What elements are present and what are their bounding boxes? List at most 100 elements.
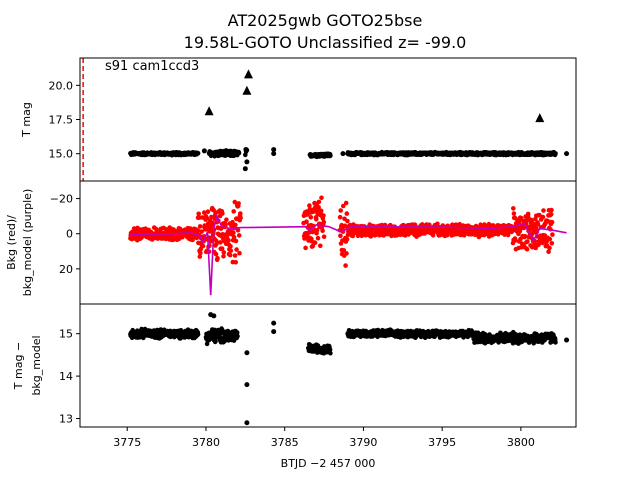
upper-limit-triangle (204, 106, 214, 116)
background-point (548, 212, 554, 217)
background-point (228, 248, 234, 253)
background-point (219, 246, 225, 251)
background-point (215, 255, 220, 261)
background-point (524, 246, 530, 252)
background-point (321, 234, 327, 239)
lightcurve-point (553, 151, 558, 156)
background-point (196, 211, 201, 217)
upper-limit-triangle (535, 113, 545, 123)
background-point (195, 228, 201, 233)
difference-point (195, 332, 201, 337)
lightcurve-point (328, 153, 333, 158)
background-point (153, 226, 159, 232)
upper-limit-triangle (243, 69, 253, 79)
lightcurve-panel: 15.0 17.5 20.0 s91 cam1ccd3 T mag (20, 57, 577, 182)
background-point (233, 260, 238, 265)
background-point (314, 228, 320, 233)
background-point (220, 211, 225, 216)
difference-frame (79, 303, 577, 428)
chart-title-line2: 19.58L-GOTO Unclassified z= -99.0 (184, 33, 467, 52)
background-point (344, 251, 349, 256)
background-ylabel-line1: Bkg (red)/ (5, 215, 18, 270)
background-point (307, 203, 312, 208)
lightcurve-frame (79, 57, 577, 182)
background-point (547, 236, 553, 242)
lightcurve-point (195, 151, 201, 156)
background-point (233, 222, 238, 228)
background-point (238, 211, 243, 216)
sector-annotation: s91 cam1ccd3 (105, 59, 199, 74)
background-point (316, 199, 322, 205)
background-point (343, 263, 348, 268)
y-tick-label: 13 (59, 413, 73, 426)
background-point (338, 208, 344, 213)
background-point (541, 208, 546, 213)
lightcurve-point (242, 166, 248, 172)
background-point (306, 229, 312, 235)
difference-ylabel-line2: bkg_model (30, 335, 43, 395)
background-point (210, 220, 215, 226)
background-point (197, 254, 203, 259)
background-point (226, 237, 231, 243)
background-point (540, 240, 545, 246)
background-point (197, 224, 203, 229)
background-point (236, 233, 242, 238)
y-tick-label: 0 (66, 228, 73, 241)
background-point (546, 249, 551, 254)
difference-point (244, 420, 250, 426)
background-point (522, 234, 528, 239)
background-point (319, 195, 324, 201)
background-point (221, 253, 226, 259)
background-point (312, 240, 318, 245)
background-point (198, 250, 203, 256)
difference-point (327, 347, 333, 352)
lightcurve-point (271, 151, 277, 157)
background-point (231, 230, 236, 235)
y-tick-label: 20 (59, 263, 73, 276)
background-point (338, 233, 343, 239)
x-tick-label: 3775 (113, 436, 141, 449)
background-point (230, 219, 235, 225)
bkg-model-line (130, 213, 567, 296)
lightcurve-point (564, 151, 570, 157)
background-point (318, 243, 323, 249)
background-point (235, 227, 241, 233)
background-point (544, 239, 549, 244)
background-point (519, 216, 524, 221)
upper-limit-triangle (242, 85, 252, 95)
background-point (204, 215, 210, 221)
difference-ylabel-line1: T mag − (12, 342, 25, 390)
background-point (427, 222, 432, 228)
difference-point (235, 333, 240, 339)
background-point (511, 206, 516, 211)
background-point (236, 201, 241, 206)
x-axis-label: BTJD −2 457 000 (281, 457, 376, 470)
background-point (234, 247, 239, 252)
background-point (308, 215, 314, 220)
background-point (214, 241, 219, 246)
background-point (313, 204, 318, 210)
y-tick-label: 15.0 (49, 148, 74, 161)
x-tick-label: 3790 (349, 436, 377, 449)
x-tick-label: 3795 (428, 436, 456, 449)
background-point (316, 205, 321, 210)
difference-point (328, 350, 333, 356)
background-point (549, 241, 555, 246)
lightcurve-ylabel: T mag (20, 102, 33, 138)
background-point (218, 240, 223, 245)
background-point (304, 219, 309, 224)
lightcurve-point (340, 151, 346, 157)
background-point (233, 238, 239, 244)
background-point (344, 237, 350, 242)
lightcurve-point (271, 147, 277, 153)
background-point (540, 214, 546, 220)
background-point (511, 211, 517, 216)
x-tick-label: 3800 (507, 436, 535, 449)
difference-point (244, 350, 250, 356)
lightcurve-point (244, 159, 250, 165)
background-point (213, 251, 219, 257)
x-tick-label: 3785 (271, 436, 299, 449)
background-point (549, 207, 554, 213)
